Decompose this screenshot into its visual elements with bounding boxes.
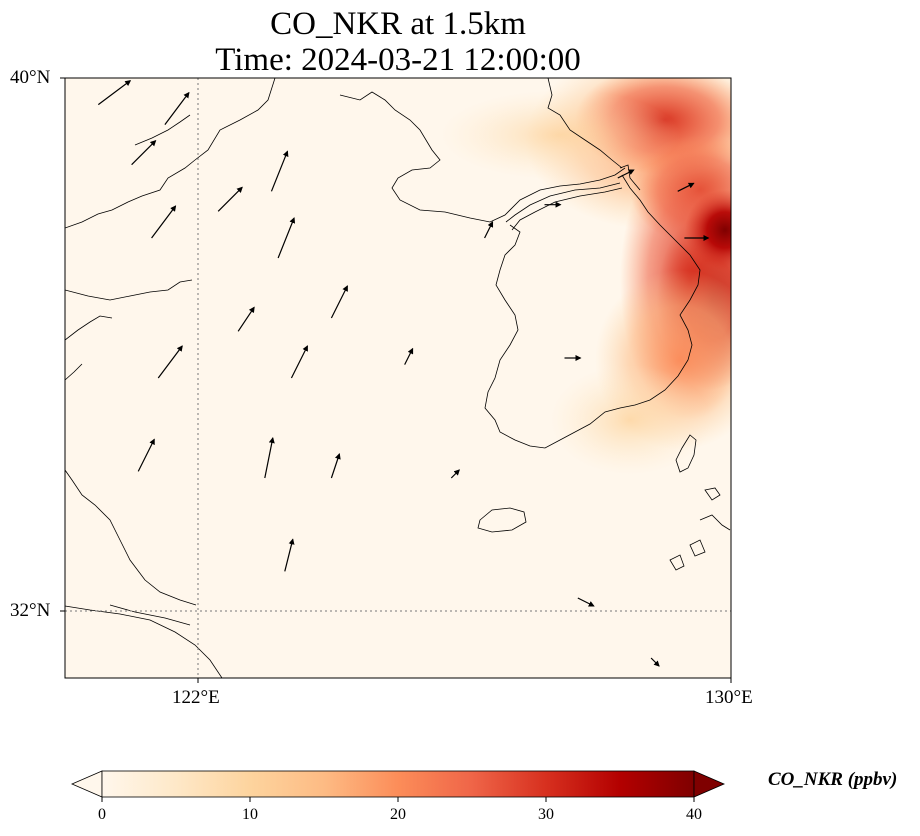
- map-frame: [64, 77, 732, 679]
- wind-arrow: [237, 306, 255, 332]
- colorbar-ticks: [101, 797, 695, 802]
- colorbar-label: CO_NKR (ppbv): [768, 769, 898, 790]
- coast-bohai-south: [65, 279, 193, 301]
- colorbar-gradient: [101, 770, 695, 798]
- island-goto-2: [669, 554, 685, 571]
- wind-arrow: [650, 657, 660, 667]
- coast-northeast-korea: [547, 78, 623, 169]
- coast-korean-peninsula: [484, 174, 701, 449]
- colorbar-tick-label-40: 40: [686, 806, 702, 823]
- axis-ticks: [60, 77, 732, 683]
- coastlines: [65, 78, 731, 678]
- lon-label-122: 122°E: [172, 687, 220, 708]
- wind-arrow: [151, 205, 177, 239]
- lat-label-32: 32°N: [10, 600, 51, 621]
- border-dmz-2: [511, 187, 623, 231]
- lat-label-40: 40°N: [10, 67, 51, 88]
- wind-arrow: [484, 221, 494, 239]
- gridlines: [65, 78, 731, 678]
- plume-north-faint: [440, 90, 680, 180]
- wind-arrow: [277, 217, 296, 259]
- chart-title-line-2: Time: 2024-03-21 12:00:00: [215, 42, 581, 78]
- wind-arrow: [577, 597, 595, 607]
- coast-liaodong-peninsula: [134, 114, 191, 146]
- wind-arrow: [330, 285, 348, 319]
- colorbar-tick-label-0: 0: [98, 806, 106, 823]
- wind-arrow: [330, 453, 341, 479]
- border-dmz-1: [505, 182, 621, 223]
- wind-arrow: [217, 186, 243, 212]
- wind-arrow: [164, 91, 190, 126]
- coast-jiangsu: [65, 469, 197, 606]
- island-iki: [704, 487, 721, 501]
- wind-arrow: [450, 469, 460, 479]
- wind-arrow: [404, 347, 414, 365]
- coast-liaodong-west: [65, 78, 276, 229]
- colorbar-tick-label-10: 10: [242, 806, 258, 823]
- island-tsushima: [675, 434, 697, 473]
- colorbar-tick-label-20: 20: [390, 806, 406, 823]
- wind-arrow: [137, 438, 155, 472]
- wind-vectors: [97, 80, 710, 667]
- wind-arrow: [97, 80, 132, 106]
- coast-korea-bay: [339, 91, 626, 223]
- wind-arrow: [131, 139, 157, 166]
- colorbar-extend-min: [70, 770, 103, 798]
- island-goto: [689, 539, 706, 557]
- wind-arrow: [270, 150, 289, 192]
- wind-arrow: [264, 437, 275, 479]
- plume-core-upper: [685, 190, 731, 270]
- coast-shandong-north: [65, 315, 113, 341]
- wind-arrow: [677, 182, 695, 192]
- wind-arrow: [284, 538, 295, 572]
- chart-title-line-1: CO_NKR at 1.5km: [270, 6, 526, 42]
- wind-arrow: [617, 169, 635, 179]
- colorbar-tick-label-30: 30: [538, 806, 554, 823]
- coast-kyushu: [699, 514, 731, 531]
- wind-arrow: [290, 345, 308, 379]
- island-jeju: [477, 507, 527, 533]
- plume-south: [550, 365, 710, 475]
- wind-arrow: [157, 345, 183, 379]
- colorbar-extend-max: [693, 770, 726, 798]
- coast-shandong-tip: [65, 363, 83, 381]
- coast-yangtze-inner: [109, 604, 191, 626]
- lon-label-130: 130°E: [705, 687, 753, 708]
